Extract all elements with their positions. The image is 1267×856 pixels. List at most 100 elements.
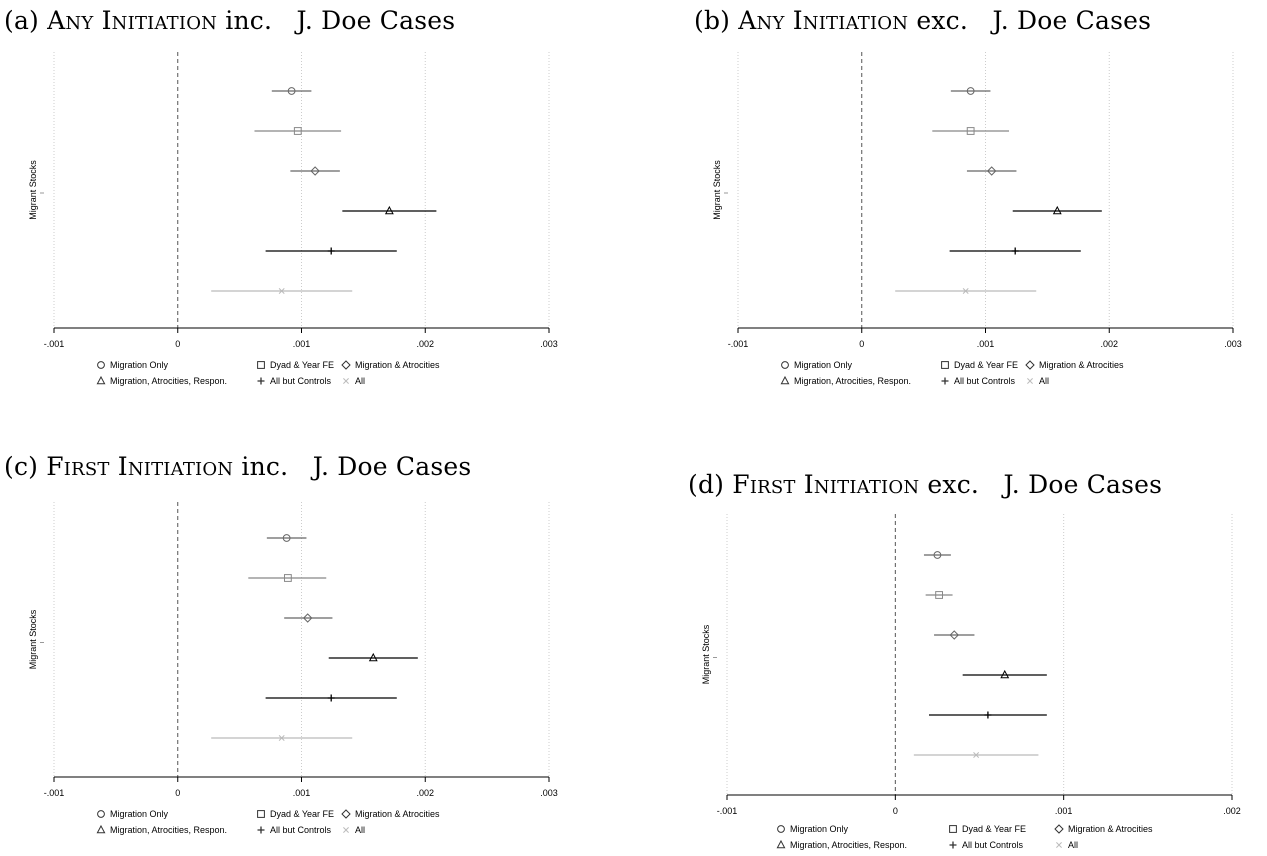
marker-diamond bbox=[341, 360, 351, 370]
legend-label: Migration & Atrocities bbox=[1039, 360, 1124, 370]
panel-caption: (a) Any Initiation inc. J. Doe Cases bbox=[4, 6, 455, 35]
legend-label: Migration, Atrocities, Respon. bbox=[794, 376, 911, 386]
marker-circle bbox=[282, 534, 291, 542]
coefficient-plot-a: -.001 0 .001 .002 .003 Migrant Stocks Migratio… bbox=[28, 52, 558, 386]
panel-b: (b) Any Initiation exc. J. Doe Cases -.0… bbox=[684, 0, 1267, 400]
panel-title-main: First Initiation bbox=[46, 452, 234, 481]
panel-label: (a) bbox=[4, 6, 40, 35]
marker-x bbox=[962, 288, 969, 294]
marker-x bbox=[343, 827, 349, 833]
x-tick-label: -.001 bbox=[44, 788, 65, 798]
x-tick-label: .002 bbox=[416, 339, 434, 349]
marker-circle bbox=[97, 810, 105, 818]
x-tick-label: .002 bbox=[416, 788, 434, 798]
legend-label: All bbox=[1068, 840, 1078, 850]
legend-label: All bbox=[1039, 376, 1049, 386]
marker-circle bbox=[287, 87, 296, 95]
marker-diamond bbox=[949, 630, 959, 640]
x-tick-label: 0 bbox=[175, 788, 180, 798]
marker-square bbox=[966, 127, 975, 135]
marker-square bbox=[941, 361, 949, 369]
marker-plus bbox=[949, 841, 957, 849]
marker-circle bbox=[781, 361, 789, 369]
legend-label: Migration Only bbox=[110, 809, 169, 819]
y-axis-label: Migrant Stocks bbox=[701, 624, 711, 684]
marker-circle bbox=[933, 551, 942, 559]
x-tick-label: .001 bbox=[293, 339, 311, 349]
panel-d: (d) First Initiation exc. J. Doe Cases -… bbox=[684, 450, 1267, 856]
marker-plus bbox=[257, 826, 265, 834]
marker-plus bbox=[1011, 247, 1019, 255]
legend-label: All bbox=[355, 376, 365, 386]
legend-label: Dyad & Year FE bbox=[270, 809, 334, 819]
legend-label: Migration Only bbox=[790, 824, 849, 834]
x-tick-label: 0 bbox=[893, 806, 898, 816]
panel-label: (b) bbox=[694, 6, 731, 35]
panel-title-rest: exc. J. Doe Cases bbox=[927, 470, 1163, 499]
panel-title-main: Any Initiation bbox=[738, 6, 909, 35]
legend-label: Dyad & Year FE bbox=[270, 360, 334, 370]
marker-diamond bbox=[302, 613, 313, 623]
legend-label: Migration & Atrocities bbox=[1068, 824, 1153, 834]
panel-caption: (c) First Initiation inc. J. Doe Cases bbox=[4, 452, 471, 481]
panel-title-main: First Initiation bbox=[732, 470, 920, 499]
legend-label: Migration & Atrocities bbox=[355, 360, 440, 370]
marker-triangle bbox=[780, 375, 790, 385]
marker-diamond bbox=[341, 809, 351, 819]
x-tick-label: .003 bbox=[540, 339, 558, 349]
marker-triangle bbox=[96, 824, 106, 834]
panel-title-rest: exc. J. Doe Cases bbox=[916, 6, 1152, 35]
marker-x bbox=[343, 378, 349, 384]
marker-plus bbox=[327, 694, 335, 702]
marker-diamond bbox=[986, 166, 997, 176]
marker-circle bbox=[777, 825, 785, 833]
panel-title-rest: inc. J. Doe Cases bbox=[241, 452, 472, 481]
panel-a: (a) Any Initiation inc. J. Doe Cases -.0… bbox=[0, 0, 600, 400]
y-axis-label: Migrant Stocks bbox=[28, 160, 38, 220]
marker-x bbox=[278, 288, 285, 294]
marker-circle bbox=[966, 87, 975, 95]
panel-c: (c) First Initiation inc. J. Doe Cases -… bbox=[0, 450, 600, 856]
x-tick-label: .001 bbox=[977, 339, 995, 349]
marker-plus bbox=[941, 377, 949, 385]
marker-square bbox=[293, 127, 302, 135]
marker-triangle bbox=[96, 375, 106, 385]
marker-square bbox=[949, 825, 957, 833]
x-tick-label: .003 bbox=[1224, 339, 1242, 349]
panel-caption: (b) Any Initiation exc. J. Doe Cases bbox=[694, 6, 1151, 35]
x-tick-label: .002 bbox=[1100, 339, 1118, 349]
legend-label: Migration & Atrocities bbox=[355, 809, 440, 819]
panel-caption: (d) First Initiation exc. J. Doe Cases bbox=[688, 470, 1162, 499]
marker-x bbox=[1027, 378, 1033, 384]
panel-label: (c) bbox=[4, 452, 39, 481]
marker-plus bbox=[984, 711, 992, 719]
marker-diamond bbox=[1054, 824, 1064, 834]
x-tick-label: -.001 bbox=[44, 339, 65, 349]
panel-title-main: Any Initiation bbox=[47, 6, 218, 35]
marker-x bbox=[1056, 842, 1062, 848]
x-tick-label: .001 bbox=[293, 788, 311, 798]
legend-label: All but Controls bbox=[270, 376, 332, 386]
legend-label: All but Controls bbox=[954, 376, 1016, 386]
marker-square bbox=[257, 810, 265, 818]
coefficient-plot-d: -.001 0 .001 .002 Migrant Stocks Migration On… bbox=[701, 514, 1241, 850]
marker-triangle bbox=[776, 839, 786, 849]
marker-square bbox=[935, 591, 943, 599]
marker-triangle bbox=[1052, 205, 1062, 215]
x-tick-label: .001 bbox=[1055, 806, 1073, 816]
marker-plus bbox=[257, 377, 265, 385]
y-axis-label: Migrant Stocks bbox=[28, 609, 38, 669]
x-tick-label: .002 bbox=[1223, 806, 1241, 816]
legend-label: Dyad & Year FE bbox=[962, 824, 1026, 834]
marker-circle bbox=[97, 361, 105, 369]
legend-label: Migration, Atrocities, Respon. bbox=[110, 376, 227, 386]
y-axis-label: Migrant Stocks bbox=[712, 160, 722, 220]
legend-label: All but Controls bbox=[270, 825, 332, 835]
x-tick-label: 0 bbox=[175, 339, 180, 349]
legend-label: Migration, Atrocities, Respon. bbox=[110, 825, 227, 835]
marker-triangle bbox=[368, 652, 378, 662]
marker-x bbox=[973, 752, 980, 758]
legend-label: All bbox=[355, 825, 365, 835]
marker-triangle bbox=[384, 205, 394, 215]
marker-square bbox=[257, 361, 265, 369]
